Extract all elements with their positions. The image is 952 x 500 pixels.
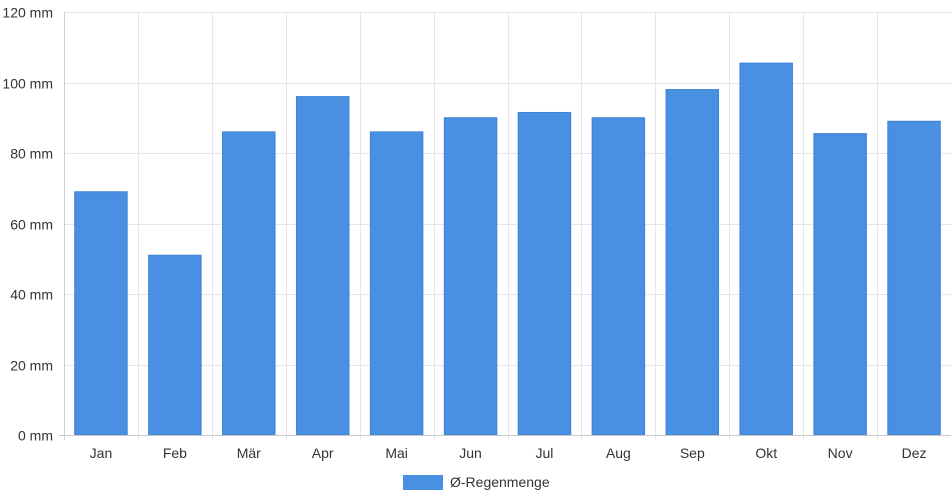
x-tick-label: Aug xyxy=(606,445,631,461)
y-tick-label: 60 mm xyxy=(10,217,53,233)
grid xyxy=(64,12,951,440)
bar-okt[interactable] xyxy=(739,62,793,436)
legend-swatch[interactable] xyxy=(403,475,443,490)
x-tick-label: Mai xyxy=(385,445,408,461)
y-tick-labels: 0 mm 20 mm 40 mm 60 mm 80 mm 100 mm 120 mm xyxy=(2,5,53,444)
bar-sep[interactable] xyxy=(665,89,720,436)
x-tick-label: Feb xyxy=(163,445,187,461)
x-tick-label: Dez xyxy=(902,445,927,461)
x-tick-label: Nov xyxy=(828,445,853,461)
bar-jun[interactable] xyxy=(443,117,498,436)
x-tick-label: Apr xyxy=(312,445,334,461)
bars xyxy=(74,62,941,436)
x-tick-label: Okt xyxy=(755,445,777,461)
y-tick-label: 40 mm xyxy=(10,287,53,303)
bar-apr[interactable] xyxy=(295,96,350,436)
bar-nov[interactable] xyxy=(813,133,867,436)
y-tick-label: 20 mm xyxy=(10,358,53,374)
y-tick-label: 0 mm xyxy=(18,428,53,444)
bar-jan[interactable] xyxy=(74,191,128,436)
y-tick-label: 80 mm xyxy=(10,146,53,162)
bar-jul[interactable] xyxy=(517,111,572,436)
x-tick-labels: Jan Feb Mär Apr Mai Jun Jul Aug Sep Okt Nov Dez xyxy=(90,445,927,461)
x-tick-label: Sep xyxy=(680,445,705,461)
x-tick-label: Jun xyxy=(459,445,482,461)
legend-label[interactable]: Ø-Regenmenge xyxy=(450,474,550,490)
x-tick-label: Mär xyxy=(237,445,261,461)
bar-feb[interactable] xyxy=(148,254,202,436)
axes xyxy=(59,12,951,440)
x-tick-label: Jul xyxy=(536,445,554,461)
x-tick-label: Jan xyxy=(90,445,113,461)
bar-mär[interactable] xyxy=(222,131,276,436)
y-tick-label: 120 mm xyxy=(2,5,53,21)
bar-dez[interactable] xyxy=(887,120,941,436)
bar-aug[interactable] xyxy=(591,117,646,436)
legend[interactable]: Ø-Regenmenge xyxy=(403,474,550,490)
bar-mai[interactable] xyxy=(369,131,424,436)
y-tick-label: 100 mm xyxy=(2,76,53,92)
